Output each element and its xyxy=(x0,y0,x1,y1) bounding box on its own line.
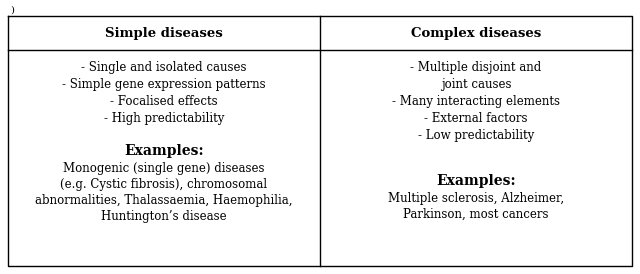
Text: Examples:: Examples: xyxy=(436,174,516,188)
Text: - Low predictability: - Low predictability xyxy=(418,129,534,142)
Text: - External factors: - External factors xyxy=(424,112,528,125)
Text: - Many interacting elements: - Many interacting elements xyxy=(392,95,560,108)
Text: Multiple sclerosis, Alzheimer,
Parkinson, most cancers: Multiple sclerosis, Alzheimer, Parkinson… xyxy=(388,192,564,221)
Text: Monogenic (single gene) diseases
(e.g. Cystic fibrosis), chromosomal
abnormaliti: Monogenic (single gene) diseases (e.g. C… xyxy=(35,162,292,223)
Text: - Single and isolated causes: - Single and isolated causes xyxy=(81,61,247,74)
Text: ): ) xyxy=(10,6,14,15)
Text: Complex diseases: Complex diseases xyxy=(411,27,541,39)
Text: - High predictability: - High predictability xyxy=(104,112,224,125)
Text: Examples:: Examples: xyxy=(124,144,204,158)
Text: - Focalised effects: - Focalised effects xyxy=(110,95,218,108)
Text: - Simple gene expression patterns: - Simple gene expression patterns xyxy=(62,78,266,91)
Text: - Multiple disjoint and: - Multiple disjoint and xyxy=(410,61,541,74)
Text: joint causes: joint causes xyxy=(441,78,511,91)
Text: Simple diseases: Simple diseases xyxy=(105,27,223,39)
